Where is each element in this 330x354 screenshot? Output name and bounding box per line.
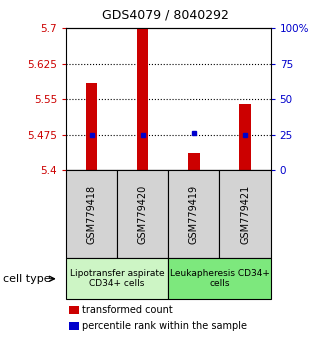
Text: cell type: cell type — [3, 274, 51, 284]
Text: GSM779418: GSM779418 — [86, 184, 97, 244]
Text: percentile rank within the sample: percentile rank within the sample — [82, 321, 248, 331]
Text: GSM779419: GSM779419 — [189, 184, 199, 244]
Bar — [188, 153, 200, 170]
Text: Leukapheresis CD34+
cells: Leukapheresis CD34+ cells — [170, 269, 269, 289]
Text: GDS4079 / 8040292: GDS4079 / 8040292 — [102, 9, 228, 22]
Text: transformed count: transformed count — [82, 305, 173, 315]
Text: GSM779421: GSM779421 — [240, 184, 250, 244]
Bar — [86, 82, 97, 170]
Bar — [239, 104, 251, 170]
Bar — [137, 28, 148, 170]
Text: GSM779420: GSM779420 — [138, 184, 148, 244]
Text: Lipotransfer aspirate
CD34+ cells: Lipotransfer aspirate CD34+ cells — [70, 269, 164, 289]
